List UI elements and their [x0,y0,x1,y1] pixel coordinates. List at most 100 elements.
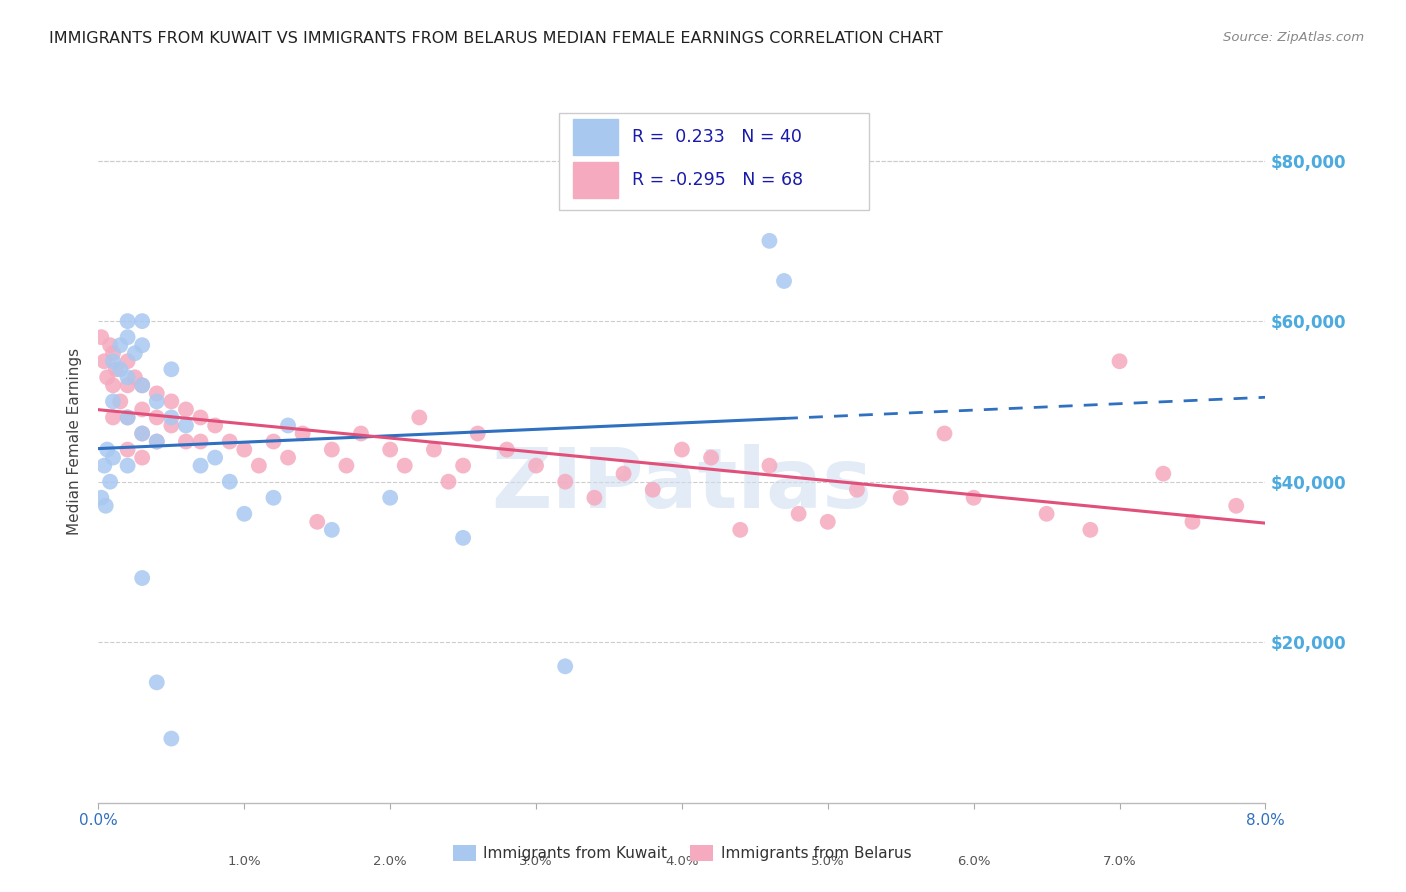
Point [218,434,240,449]
Point [190,434,212,449]
Point [160,394,183,409]
Point [160,362,183,376]
Point [117,314,139,328]
Point [101,394,124,409]
Point [98,475,121,489]
Point [554,659,576,673]
Point [1080,523,1102,537]
Point [262,491,284,505]
Point [218,475,240,489]
Point [174,402,197,417]
Point [94,499,117,513]
Bar [574,162,617,198]
Point [190,410,212,425]
Point [554,475,576,489]
Point [117,354,139,368]
Point [93,458,115,473]
Point [131,426,153,441]
Point [117,410,139,425]
Point [90,491,112,505]
Point [146,410,169,425]
Point [787,507,810,521]
Point [1035,507,1057,521]
Point [1181,515,1204,529]
Point [101,354,124,368]
Point [117,442,139,457]
Point [583,491,606,505]
Point [146,386,169,401]
Point [321,523,343,537]
Point [174,434,197,449]
Point [423,442,446,457]
Point [437,475,460,489]
Text: 4.0%: 4.0% [665,855,699,868]
Point [1152,467,1174,481]
FancyBboxPatch shape [560,112,869,211]
Text: R =  0.233   N = 40: R = 0.233 N = 40 [631,128,801,145]
Text: 2.0%: 2.0% [374,855,406,868]
Point [380,491,402,505]
Point [160,731,183,746]
Point [934,426,956,441]
Point [96,370,118,384]
Text: IMMIGRANTS FROM KUWAIT VS IMMIGRANTS FROM BELARUS MEDIAN FEMALE EARNINGS CORRELA: IMMIGRANTS FROM KUWAIT VS IMMIGRANTS FRO… [49,31,943,46]
Point [467,426,489,441]
Point [890,491,912,505]
Point [641,483,664,497]
Point [131,571,153,585]
Point [394,458,416,473]
Point [90,330,112,344]
Point [101,378,124,392]
Point [758,458,780,473]
Point [174,418,197,433]
Point [101,410,124,425]
Text: ZIPatlas: ZIPatlas [492,444,872,525]
Point [277,418,299,433]
Point [146,434,169,449]
Point [773,274,796,288]
Text: 1.0%: 1.0% [228,855,262,868]
Point [146,675,169,690]
Point [110,338,132,352]
Point [146,434,169,449]
Point [962,491,984,505]
Text: Source: ZipAtlas.com: Source: ZipAtlas.com [1223,31,1364,45]
Point [131,450,153,465]
Point [131,426,153,441]
Point [700,450,723,465]
Point [233,442,256,457]
Point [350,426,373,441]
Point [612,467,634,481]
Text: 3.0%: 3.0% [519,855,553,868]
Point [160,410,183,425]
Point [98,338,121,352]
Point [307,515,329,529]
Point [117,410,139,425]
Point [131,402,153,417]
Point [101,346,124,360]
Point [817,515,839,529]
Point [321,442,343,457]
Point [117,378,139,392]
Point [496,442,519,457]
Point [845,483,868,497]
Point [117,370,139,384]
Point [758,234,780,248]
Point [117,330,139,344]
Point [160,418,183,433]
Point [110,362,132,376]
Point [262,434,284,449]
Point [146,394,169,409]
Text: 5.0%: 5.0% [811,855,845,868]
Point [110,394,132,409]
Point [277,450,299,465]
Text: 6.0%: 6.0% [957,855,990,868]
Point [730,523,752,537]
Point [451,531,474,545]
Point [131,378,153,392]
Point [204,418,226,433]
Point [671,442,693,457]
Text: 7.0%: 7.0% [1102,855,1136,868]
Point [247,458,270,473]
Point [233,507,256,521]
